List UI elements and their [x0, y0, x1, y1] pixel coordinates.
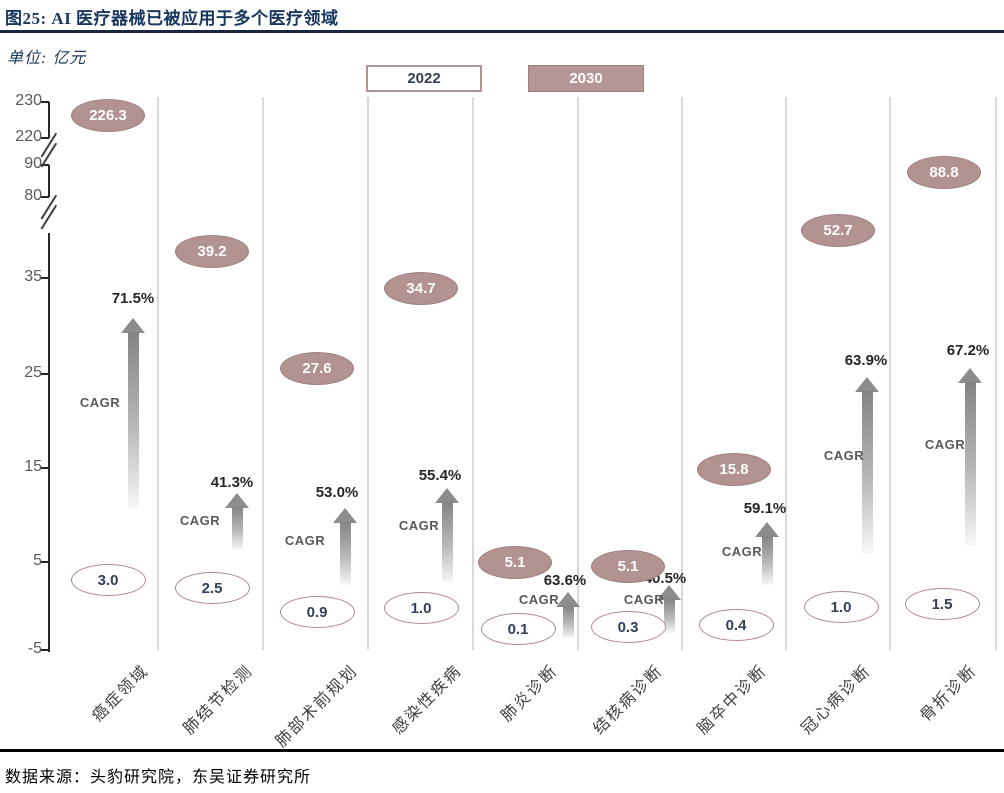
- value-ellipse-2022: 0.1: [480, 613, 556, 645]
- cagr-arrow-icon: [657, 585, 681, 600]
- unit-label: 单位: 亿元: [7, 50, 87, 67]
- gridline-separator: [785, 97, 787, 650]
- cagr-percent-label: 63.9%: [844, 352, 888, 369]
- gridline-separator: [995, 97, 997, 650]
- value-ellipse-2022: 1.0: [803, 591, 879, 623]
- cagr-percent-label: 55.4%: [418, 467, 462, 484]
- y-axis-tick: [41, 561, 49, 563]
- cagr-arrow-icon: [958, 368, 982, 383]
- value-ellipse-2030: 15.8: [697, 452, 771, 486]
- cagr-percent-label: 59.1%: [743, 500, 787, 517]
- y-axis-tick-label: 220: [15, 128, 42, 145]
- cagr-arrow-icon: [556, 592, 580, 607]
- cagr-word-label: CAGR: [284, 533, 326, 548]
- cagr-word-label: CAGR: [721, 544, 763, 559]
- cagr-percent-label: 41.3%: [210, 474, 254, 491]
- cagr-arrow-icon: [435, 488, 459, 503]
- source-rule: [0, 749, 1004, 752]
- value-ellipse-2030: 5.1: [591, 549, 665, 583]
- cagr-arrow-icon: [333, 508, 357, 523]
- y-axis-segment: [48, 102, 50, 138]
- cagr-arrow-shaft: [441, 502, 453, 582]
- value-ellipse-2022: 2.5: [174, 572, 250, 604]
- y-axis-tick-label: 35: [24, 268, 42, 285]
- y-axis-tick-label: 80: [24, 187, 42, 204]
- cagr-percent-label: 67.2%: [946, 342, 990, 359]
- cagr-word-label: CAGR: [518, 592, 560, 607]
- value-ellipse-2030: 27.6: [280, 351, 354, 385]
- figure-title: 图25: AI 医疗器械已被应用于多个医疗领域: [5, 9, 339, 28]
- value-ellipse-2030: 52.7: [801, 213, 875, 247]
- gridline-separator: [262, 97, 264, 650]
- y-axis-tick: [41, 164, 49, 166]
- y-axis-tick: [41, 196, 49, 198]
- value-ellipse-2022: 0.3: [590, 611, 666, 643]
- y-axis-segment: [48, 233, 50, 652]
- gridline-separator: [367, 97, 369, 650]
- y-axis-tick-label: 90: [24, 155, 42, 172]
- legend-item-2030: 2030: [528, 65, 644, 92]
- cagr-arrow-icon: [755, 522, 779, 537]
- gridline-separator: [472, 97, 474, 650]
- value-ellipse-2022: 0.9: [279, 596, 355, 628]
- cagr-arrow-shaft: [663, 599, 675, 633]
- cagr-arrow-icon: [225, 493, 249, 508]
- gridline-separator: [889, 97, 891, 650]
- y-axis-tick: [41, 137, 49, 139]
- value-ellipse-2022: 3.0: [70, 564, 146, 596]
- y-axis-tick-label: -5: [27, 640, 42, 657]
- cagr-percent-label: 71.5%: [111, 290, 155, 307]
- cagr-arrow-icon: [855, 377, 879, 392]
- gridline-separator: [681, 97, 683, 650]
- value-ellipse-2022: 0.4: [698, 609, 774, 641]
- cagr-arrow-shaft: [231, 507, 243, 550]
- value-ellipse-2030: 34.7: [384, 271, 458, 305]
- y-axis-tick: [41, 649, 49, 651]
- value-ellipse-2022: 1.5: [904, 588, 980, 620]
- y-axis-tick-label: 5: [33, 552, 42, 569]
- cagr-word-label: CAGR: [79, 395, 121, 410]
- value-ellipse-2030: 226.3: [71, 98, 145, 132]
- cagr-arrow-shaft: [861, 391, 873, 553]
- y-axis-tick: [41, 467, 49, 469]
- legend-item-2022: 2022: [366, 65, 482, 92]
- cagr-word-label: CAGR: [924, 437, 966, 452]
- cagr-arrow-shaft: [964, 382, 976, 545]
- y-axis-tick-label: 15: [24, 458, 42, 475]
- y-axis-tick: [41, 373, 49, 375]
- cagr-word-label: CAGR: [398, 518, 440, 533]
- value-ellipse-2030: 88.8: [907, 155, 981, 189]
- gridline-separator: [157, 97, 159, 650]
- y-axis-segment: [48, 165, 50, 197]
- y-axis-tick: [41, 101, 49, 103]
- value-ellipse-2030: 5.1: [478, 545, 552, 579]
- cagr-word-label: CAGR: [623, 592, 665, 607]
- cagr-arrow-shaft: [562, 606, 574, 638]
- cagr-percent-label: 63.6%: [543, 572, 587, 589]
- y-axis-tick-label: 25: [24, 364, 42, 381]
- title-rule: [0, 30, 1004, 33]
- cagr-arrow-shaft: [127, 332, 139, 508]
- value-ellipse-2030: 39.2: [175, 234, 249, 268]
- y-axis-tick-label: 230: [15, 92, 42, 109]
- cagr-word-label: CAGR: [179, 513, 221, 528]
- category-label: 骨折诊断: [917, 662, 981, 726]
- gridline-separator: [577, 97, 579, 650]
- cagr-word-label: CAGR: [823, 448, 865, 463]
- cagr-arrow-shaft: [761, 536, 773, 585]
- source-text: 数据来源：头豹研究院，东吴证券研究所: [5, 769, 312, 786]
- cagr-percent-label: 53.0%: [315, 484, 359, 501]
- cagr-arrow-shaft: [339, 522, 351, 585]
- value-ellipse-2022: 1.0: [383, 592, 459, 624]
- cagr-arrow-icon: [121, 318, 145, 333]
- y-axis-tick: [41, 277, 49, 279]
